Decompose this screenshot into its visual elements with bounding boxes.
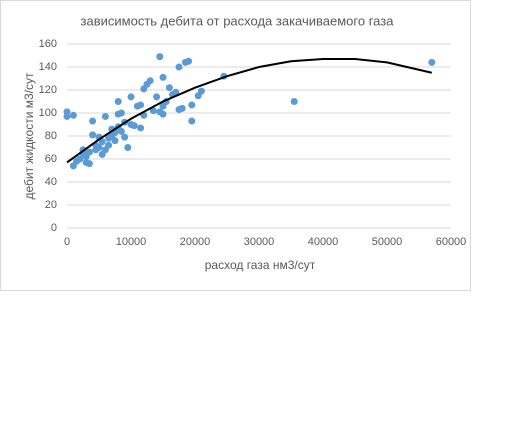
data-point — [137, 101, 145, 109]
x-tick-label: 10000 — [116, 236, 147, 248]
data-point — [428, 58, 436, 66]
data-point — [165, 84, 173, 92]
data-point — [95, 144, 103, 151]
data-point — [76, 155, 84, 163]
data-point — [98, 138, 106, 146]
y-tick-label: 80 — [45, 130, 57, 142]
data-point — [290, 98, 298, 105]
data-point — [121, 133, 129, 141]
data-point — [130, 122, 138, 130]
y-tick-label: 20 — [45, 199, 57, 211]
data-point — [117, 127, 125, 135]
data-point — [85, 148, 93, 156]
data-point — [175, 63, 183, 71]
data-point — [146, 77, 154, 85]
data-point — [159, 110, 167, 118]
x-tick-label: 30000 — [244, 236, 275, 248]
data-point — [105, 141, 113, 149]
y-tick-label: 120 — [39, 84, 57, 96]
data-point — [197, 87, 205, 95]
chart-frame — [0, 0, 471, 291]
chart-title: зависимость дебита от расхода закачиваем… — [81, 13, 395, 28]
data-point — [156, 53, 164, 61]
trend-line — [66, 57, 433, 164]
y-tick-label: 100 — [39, 107, 57, 119]
x-tick-label: 0 — [64, 236, 70, 248]
data-point — [185, 57, 193, 65]
x-axis-label: расход газа нм3/сут — [205, 258, 316, 272]
y-tick-label: 40 — [45, 176, 57, 188]
y-tick-label: 140 — [39, 61, 57, 73]
data-point — [153, 93, 161, 101]
data-point — [178, 104, 186, 112]
data-point — [85, 160, 93, 168]
data-point — [114, 98, 122, 105]
data-point — [111, 137, 119, 145]
x-tick-label: 50000 — [372, 236, 403, 248]
data-point — [137, 124, 145, 132]
x-tick-label: 20000 — [180, 236, 211, 248]
x-tick-label: 60000 — [436, 236, 467, 248]
data-point — [101, 112, 109, 120]
y-axis-label: дебит жидкости м3/сут — [22, 72, 36, 200]
data-point — [69, 111, 77, 119]
data-point — [159, 73, 167, 81]
data-point — [127, 93, 135, 101]
y-tick-label: 0 — [51, 222, 57, 234]
data-point — [89, 131, 97, 139]
y-tick-label: 60 — [45, 153, 57, 165]
data-point — [89, 117, 97, 125]
data-point — [124, 144, 132, 151]
data-point — [188, 101, 196, 109]
data-point — [63, 112, 71, 120]
y-tick-label: 160 — [39, 38, 57, 50]
data-point — [149, 107, 157, 115]
data-point — [117, 109, 125, 117]
data-point — [188, 117, 196, 125]
x-tick-label: 40000 — [308, 236, 339, 248]
data-point — [172, 88, 180, 96]
